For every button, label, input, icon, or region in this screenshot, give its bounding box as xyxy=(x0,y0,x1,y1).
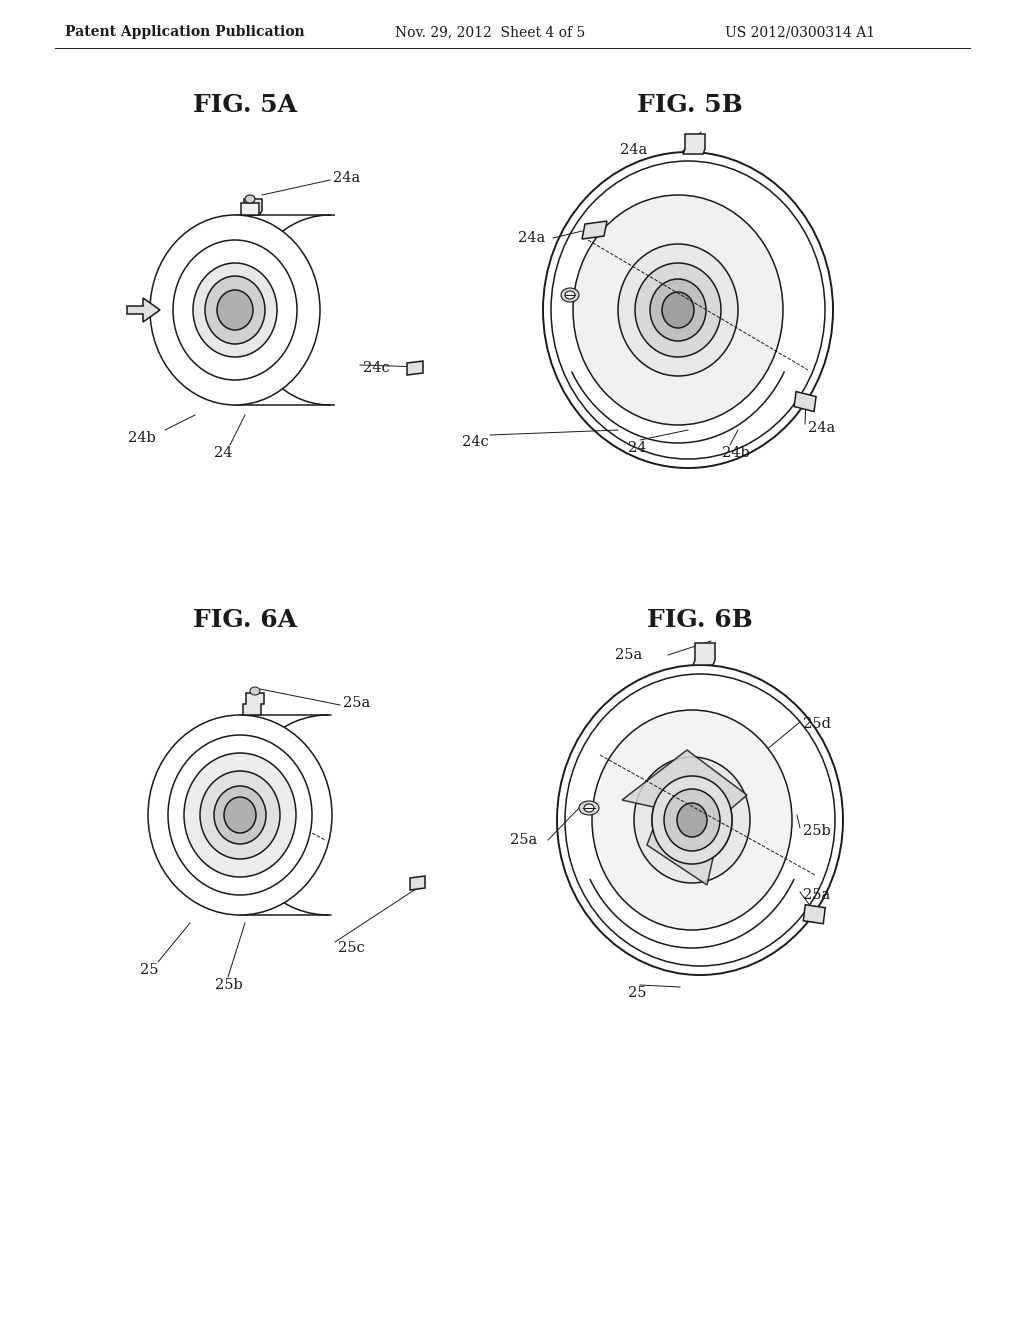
Text: 25a: 25a xyxy=(343,696,371,710)
Polygon shape xyxy=(241,203,259,215)
Polygon shape xyxy=(241,199,262,215)
Text: Patent Application Publication: Patent Application Publication xyxy=(66,25,305,40)
Text: FIG. 6B: FIG. 6B xyxy=(647,609,753,632)
Text: 24a: 24a xyxy=(518,231,545,246)
Ellipse shape xyxy=(677,803,707,837)
Ellipse shape xyxy=(214,785,266,843)
Text: 25: 25 xyxy=(628,986,646,1001)
Ellipse shape xyxy=(217,290,253,330)
Text: US 2012/0300314 A1: US 2012/0300314 A1 xyxy=(725,25,876,40)
Ellipse shape xyxy=(543,152,833,469)
Text: 25a: 25a xyxy=(510,833,538,847)
Polygon shape xyxy=(794,392,816,412)
Text: 25: 25 xyxy=(140,964,159,977)
Text: 25a: 25a xyxy=(803,888,830,902)
Ellipse shape xyxy=(205,276,265,345)
Ellipse shape xyxy=(551,161,825,459)
Text: 24b: 24b xyxy=(128,432,156,445)
Ellipse shape xyxy=(148,715,332,915)
Text: FIG. 5A: FIG. 5A xyxy=(193,92,297,117)
Ellipse shape xyxy=(168,735,312,895)
Ellipse shape xyxy=(664,789,720,851)
Polygon shape xyxy=(647,805,717,884)
Ellipse shape xyxy=(250,686,260,696)
Text: 24c: 24c xyxy=(362,360,390,375)
Ellipse shape xyxy=(652,776,732,865)
Polygon shape xyxy=(243,693,264,715)
Ellipse shape xyxy=(677,803,707,837)
Text: 25c: 25c xyxy=(338,941,365,954)
Ellipse shape xyxy=(200,771,280,859)
Polygon shape xyxy=(410,876,425,890)
Text: 25b: 25b xyxy=(215,978,243,993)
Text: 25b: 25b xyxy=(803,824,830,838)
Polygon shape xyxy=(622,750,746,825)
Text: FIG. 6A: FIG. 6A xyxy=(193,609,297,632)
Text: 24a: 24a xyxy=(620,143,647,157)
Text: 24a: 24a xyxy=(333,172,360,185)
Ellipse shape xyxy=(652,776,732,865)
Text: 24b: 24b xyxy=(722,446,750,459)
Ellipse shape xyxy=(592,710,792,931)
Ellipse shape xyxy=(666,792,718,847)
Text: 24: 24 xyxy=(628,441,646,455)
Ellipse shape xyxy=(557,665,843,975)
Text: Nov. 29, 2012  Sheet 4 of 5: Nov. 29, 2012 Sheet 4 of 5 xyxy=(395,25,585,40)
Ellipse shape xyxy=(635,263,721,356)
Ellipse shape xyxy=(224,797,256,833)
Polygon shape xyxy=(407,360,423,375)
Ellipse shape xyxy=(650,279,706,341)
Text: 25a: 25a xyxy=(615,648,642,663)
Polygon shape xyxy=(127,298,160,322)
Text: 24a: 24a xyxy=(808,421,836,436)
Ellipse shape xyxy=(634,756,750,883)
Polygon shape xyxy=(693,643,715,665)
Text: 24: 24 xyxy=(214,446,232,459)
Ellipse shape xyxy=(184,752,296,876)
Ellipse shape xyxy=(245,195,255,203)
Polygon shape xyxy=(803,904,825,924)
Ellipse shape xyxy=(662,292,694,327)
Ellipse shape xyxy=(565,675,835,966)
Ellipse shape xyxy=(573,195,783,425)
Ellipse shape xyxy=(565,290,575,300)
Polygon shape xyxy=(582,220,607,239)
Text: 25d: 25d xyxy=(803,717,830,731)
Ellipse shape xyxy=(150,215,319,405)
Text: FIG. 5B: FIG. 5B xyxy=(637,92,742,117)
Ellipse shape xyxy=(579,801,599,814)
Ellipse shape xyxy=(584,804,594,812)
Text: 24c: 24c xyxy=(462,436,488,449)
Ellipse shape xyxy=(193,263,278,356)
Polygon shape xyxy=(683,135,705,154)
Ellipse shape xyxy=(561,288,579,302)
Ellipse shape xyxy=(618,244,738,376)
Ellipse shape xyxy=(173,240,297,380)
